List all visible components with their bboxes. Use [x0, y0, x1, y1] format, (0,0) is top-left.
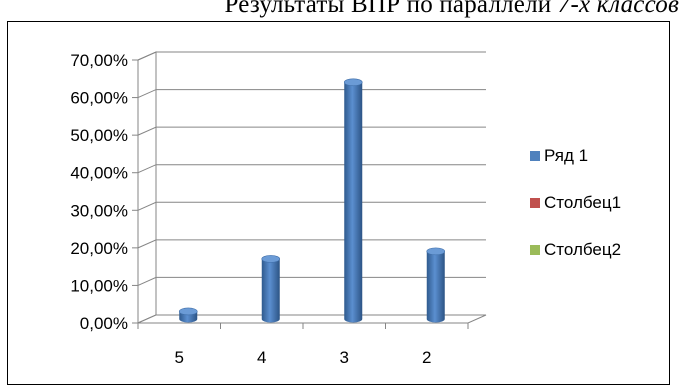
y-tick-label: 10,00%	[70, 276, 128, 295]
legend-label: Ряд 1	[544, 146, 588, 165]
bar-top	[343, 78, 363, 87]
y-tick-label: 30,00%	[70, 201, 128, 220]
legend-swatch	[530, 198, 540, 208]
legend-label: Столбец1	[544, 193, 621, 212]
gridline	[137, 89, 486, 99]
bar-top	[261, 255, 281, 263]
document-title-italic: 7-х классов	[557, 0, 679, 18]
x-axis-ticks: 5 4 3 2	[137, 323, 469, 367]
chart-floor-plane	[137, 314, 487, 324]
y-tick-label: 40,00%	[70, 164, 128, 183]
bar	[343, 78, 363, 323]
document-title-text: Результаты ВПР по параллели	[224, 0, 558, 18]
y-tick-label: 20,00%	[70, 239, 128, 258]
y-tick-label: 0,00%	[80, 314, 128, 333]
y-tick-label: 60,00%	[70, 89, 128, 108]
bar-body	[426, 251, 445, 323]
gridline	[137, 51, 486, 61]
x-tick-label: 5	[175, 348, 184, 367]
chart-svg: 0,00% 10,00% 20,00% 30,00% 40,00% 50,00% 60,00…	[70, 51, 621, 367]
gridline	[137, 201, 486, 211]
bar-body	[261, 258, 280, 323]
gridline	[137, 276, 486, 286]
document-title: Результаты ВПР по параллели 7-х классов	[0, 0, 679, 25]
legend-swatch	[530, 245, 540, 255]
legend-item: Столбец2	[530, 240, 621, 259]
chart-frame: 0,00% 10,00% 20,00% 30,00% 40,00% 50,00% 60,00…	[7, 21, 670, 385]
y-tick-label: 70,00%	[70, 51, 128, 70]
chart-walls	[137, 51, 157, 324]
legend-item: Столбец1	[530, 193, 621, 212]
bar-top	[426, 247, 446, 256]
legend-label: Столбец2	[544, 240, 621, 259]
bar-body	[344, 82, 363, 323]
bar	[178, 307, 198, 323]
legend-item: Ряд 1	[530, 146, 588, 165]
side-wall	[137, 51, 157, 324]
x-tick-label: 3	[340, 348, 349, 367]
legend-swatch	[530, 151, 540, 161]
chart-legend: Ряд 1 Столбец1 Столбец2	[530, 146, 621, 259]
chart-bars	[178, 78, 446, 323]
gridline	[137, 126, 486, 136]
gridline	[137, 164, 486, 174]
y-axis-ticks: 0,00% 10,00% 20,00% 30,00% 40,00% 50,00% 60,00…	[70, 51, 128, 333]
bar	[261, 255, 281, 323]
bar-top	[178, 307, 198, 316]
gridline	[137, 239, 486, 249]
chart-floor	[137, 314, 487, 324]
x-tick-label: 4	[257, 348, 266, 367]
x-tick-label: 2	[422, 348, 431, 367]
bar	[426, 247, 446, 323]
y-tick-label: 50,00%	[70, 126, 128, 145]
